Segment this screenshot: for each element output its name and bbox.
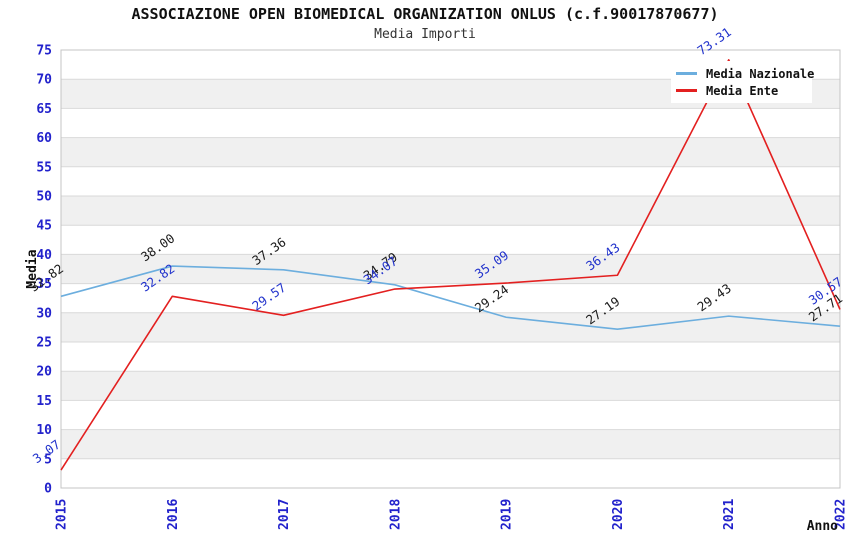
y-tick-label: 20: [36, 365, 52, 380]
y-tick-label: 55: [36, 160, 52, 175]
chart-title: ASSOCIAZIONE OPEN BIOMEDICAL ORGANIZATIO…: [131, 5, 719, 23]
legend-line-sample-nazionale-icon: [676, 72, 697, 75]
y-tick-label: 10: [36, 423, 52, 438]
legend-item-media-ente: Media Ente: [671, 82, 812, 99]
legend-item-media-nazionale: Media Nazionale: [671, 65, 815, 82]
x-tick-label: 2022: [834, 499, 849, 530]
y-tick-label: 15: [36, 394, 52, 409]
y-tick-label: 35: [36, 277, 52, 292]
y-tick-label: 30: [36, 306, 52, 321]
x-tick-label: 2019: [500, 499, 515, 530]
grid-band: [61, 137, 840, 167]
grid-band: [61, 196, 840, 226]
y-tick-label: 50: [36, 190, 52, 205]
grid-band: [61, 371, 840, 401]
chart-subtitle: Media Importi: [374, 27, 476, 42]
y-tick-label: 70: [36, 73, 52, 88]
y-tick-label: 60: [36, 131, 52, 146]
data-label: 29.57: [249, 280, 288, 314]
data-label: 29.43: [694, 281, 733, 315]
x-tick-label: 2021: [722, 499, 737, 530]
line-media-nazionale: [60, 265, 841, 331]
x-tick-label: 2017: [277, 499, 292, 530]
y-tick-label: 45: [36, 219, 52, 234]
x-tick-label: 2018: [388, 499, 403, 530]
x-axis-title: Anno: [807, 519, 838, 534]
x-tick-label: 2015: [55, 499, 70, 530]
grid-band: [61, 429, 840, 459]
legend-line-sample-ente-icon: [676, 89, 697, 92]
legend-label-media-nazionale: Media Nazionale: [706, 66, 815, 81]
legend-label-media-ente: Media Ente: [706, 83, 779, 98]
y-tick-label: 65: [36, 102, 52, 117]
y-tick-label: 5: [44, 452, 52, 467]
x-tick-label: 2016: [166, 499, 181, 530]
data-label: 73.31: [694, 24, 733, 58]
x-tick-label: 2020: [611, 499, 626, 530]
grid-band: [61, 254, 840, 284]
y-tick-label: 25: [36, 336, 52, 351]
y-tick-label: 40: [36, 248, 52, 263]
legend: Media Nazionale Media Ente: [671, 61, 815, 103]
y-tick-label: 0: [44, 482, 52, 497]
y-axis-title: Media: [25, 249, 40, 288]
data-label: 29.24: [472, 282, 511, 316]
y-tick-label: 75: [36, 44, 52, 59]
plot-frame: [60, 49, 841, 489]
